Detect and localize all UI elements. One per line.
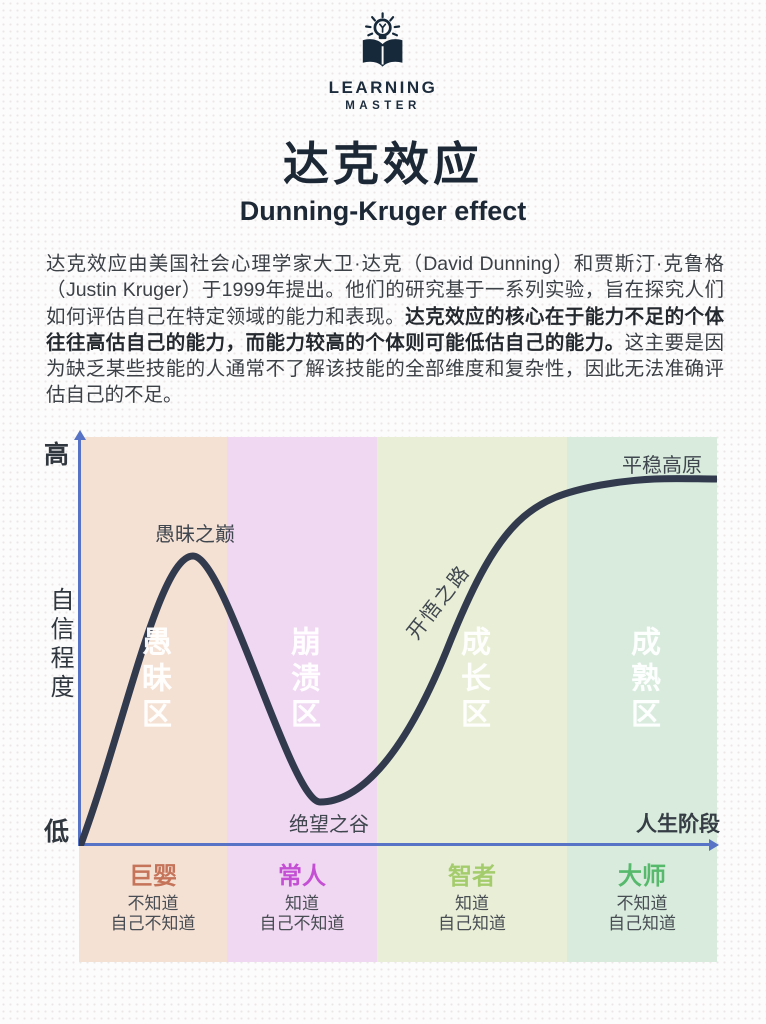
zone-label-ignorance: 愚昧区 bbox=[137, 626, 170, 734]
zone-label-growth-wrap: 成长区 bbox=[377, 626, 567, 734]
x-axis-label: 人生阶段 bbox=[636, 813, 720, 836]
page-subtitle: Dunning-Kruger effect bbox=[239, 196, 527, 226]
zone-label-collapse-wrap: 崩溃区 bbox=[227, 626, 377, 734]
intro-text-1: 达克效应由美国社会心理学家大卫·达克（David Dunning）和贾斯汀·克鲁… bbox=[46, 253, 724, 328]
y-tick-high: 高 bbox=[44, 441, 70, 469]
zone-band-growth bbox=[377, 437, 567, 962]
y-axis-label: 自信程度 bbox=[46, 587, 73, 703]
stage-name-giant-baby: 巨婴 bbox=[129, 863, 177, 890]
annotation-plateau-label: 平稳高原 bbox=[622, 455, 702, 477]
stage-name-wise: 智者 bbox=[448, 863, 496, 890]
intro-text-2: 这主要是因为缺乏某些技能的人通常不了解该技能的全部维度和复杂性，因此无法准确评估… bbox=[46, 331, 724, 407]
stage-name-ordinary: 常人 bbox=[278, 863, 326, 890]
x-axis-line bbox=[78, 843, 712, 846]
x-axis-arrow-icon bbox=[709, 838, 719, 851]
stage-knowledge-3: 知道 自己知道 bbox=[438, 894, 506, 933]
confidence-curve-svg bbox=[79, 475, 717, 846]
stage-name-master: 大师 bbox=[618, 863, 666, 890]
learning-master-logo: LEARNING MASTER bbox=[329, 10, 438, 112]
zone-label-ignorance-wrap: 愚昧区 bbox=[79, 626, 227, 734]
zone-band-maturity bbox=[567, 437, 717, 962]
stage-knowledge-1: 不知道 自己不知道 bbox=[110, 894, 196, 933]
annotation-valley-label: 绝望之谷 bbox=[289, 814, 369, 836]
page-title: 达克效应 bbox=[283, 138, 483, 190]
zone-label-collapse: 崩溃区 bbox=[286, 626, 319, 734]
zone-band-ignorance bbox=[79, 437, 227, 962]
y-tick-low: 低 bbox=[44, 818, 70, 846]
intro-text-bold: 达克效应的核心在于能力不足的个体往往高估自己的能力，而能力较高的个体则可能低估自… bbox=[46, 305, 724, 354]
logo-text-master: MASTER bbox=[345, 100, 421, 112]
stage-knowledge-2: 知道 自己不知道 bbox=[259, 894, 345, 933]
intro-paragraph: 达克效应由美国社会心理学家大卫·达克（David Dunning）和贾斯汀·克鲁… bbox=[46, 251, 724, 409]
zone-label-maturity-wrap: 成熟区 bbox=[567, 626, 717, 734]
zone-label-maturity: 成熟区 bbox=[626, 626, 659, 734]
logo-text-learning: LEARNING bbox=[328, 78, 438, 97]
y-axis-arrow-icon bbox=[73, 430, 86, 440]
book-lightbulb-icon bbox=[363, 12, 403, 67]
annotation-peak-label: 愚昧之巅 bbox=[155, 524, 235, 546]
y-axis-line bbox=[78, 438, 81, 846]
stage-knowledge-4: 不知道 自己知道 bbox=[608, 894, 676, 933]
zone-band-collapse bbox=[227, 437, 377, 962]
confidence-curve bbox=[79, 475, 717, 846]
zone-label-growth: 成长区 bbox=[456, 626, 489, 734]
